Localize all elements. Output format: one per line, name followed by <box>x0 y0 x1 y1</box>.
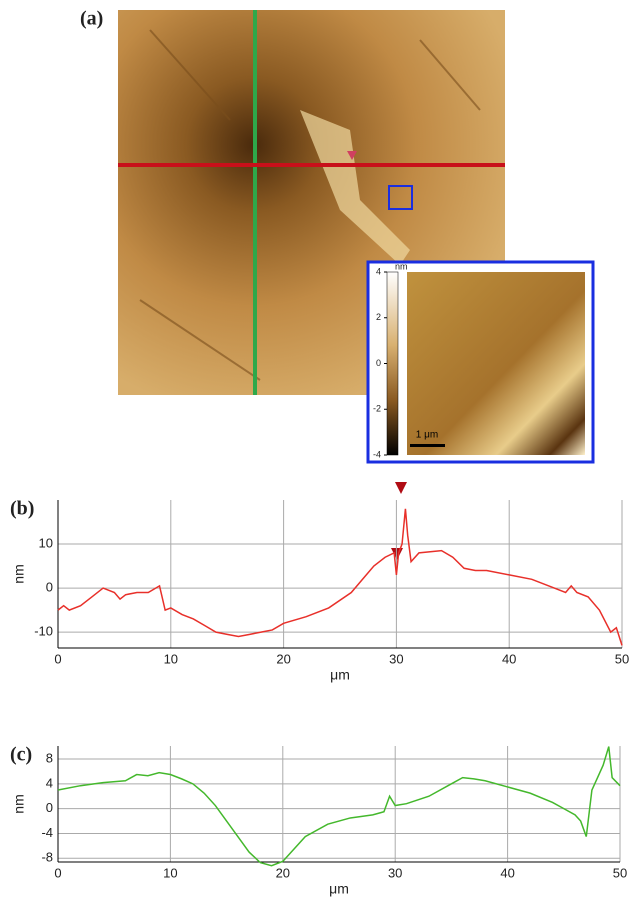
x-tick-label: 20 <box>276 651 290 666</box>
y-axis-label: nm <box>11 564 27 583</box>
y-tick-label: -10 <box>34 624 53 639</box>
colorbar <box>387 272 398 455</box>
x-tick-label: 50 <box>613 865 627 880</box>
x-tick-label: 0 <box>54 865 61 880</box>
y-tick-label: 4 <box>46 775 53 790</box>
marker <box>395 482 407 494</box>
x-tick-label: 50 <box>615 651 629 666</box>
y-tick-label: 0 <box>46 800 53 815</box>
colorbar-tick-label: -4 <box>373 449 381 459</box>
x-axis-label: μm <box>330 667 350 683</box>
x-tick-label: 30 <box>389 651 403 666</box>
panel-label: (c) <box>10 744 32 766</box>
x-tick-label: 10 <box>163 865 177 880</box>
y-tick-label: -8 <box>41 850 53 865</box>
x-tick-label: 20 <box>276 865 290 880</box>
figure: (a) nm 1 μm 420-2-4(b)01020304050-10010μ… <box>0 0 632 903</box>
y-tick-label: 8 <box>46 750 53 765</box>
x-tick-label: 10 <box>164 651 178 666</box>
colorbar-tick-label: 0 <box>376 358 381 368</box>
y-tick-label: -4 <box>41 825 53 840</box>
profile-line <box>58 747 620 866</box>
panel-label: (a) <box>80 8 103 30</box>
x-tick-label: 40 <box>500 865 514 880</box>
panel-label: (b) <box>10 498 34 520</box>
inset-image <box>407 272 585 455</box>
colorbar-tick-label: 4 <box>376 266 381 276</box>
x-tick-label: 40 <box>502 651 516 666</box>
scale-bar <box>410 444 445 447</box>
colorbar-unit: nm <box>395 261 408 271</box>
profile-line <box>58 509 622 646</box>
x-tick-label: 0 <box>54 651 61 666</box>
x-axis-label: μm <box>329 881 349 897</box>
x-tick-label: 30 <box>388 865 402 880</box>
colorbar-tick-label: -2 <box>373 404 381 414</box>
y-tick-label: 0 <box>46 580 53 595</box>
y-tick-label: 10 <box>39 535 53 550</box>
colorbar-tick-label: 2 <box>376 312 381 322</box>
y-axis-label: nm <box>11 794 27 813</box>
scale-bar-label: 1 μm <box>416 430 438 441</box>
